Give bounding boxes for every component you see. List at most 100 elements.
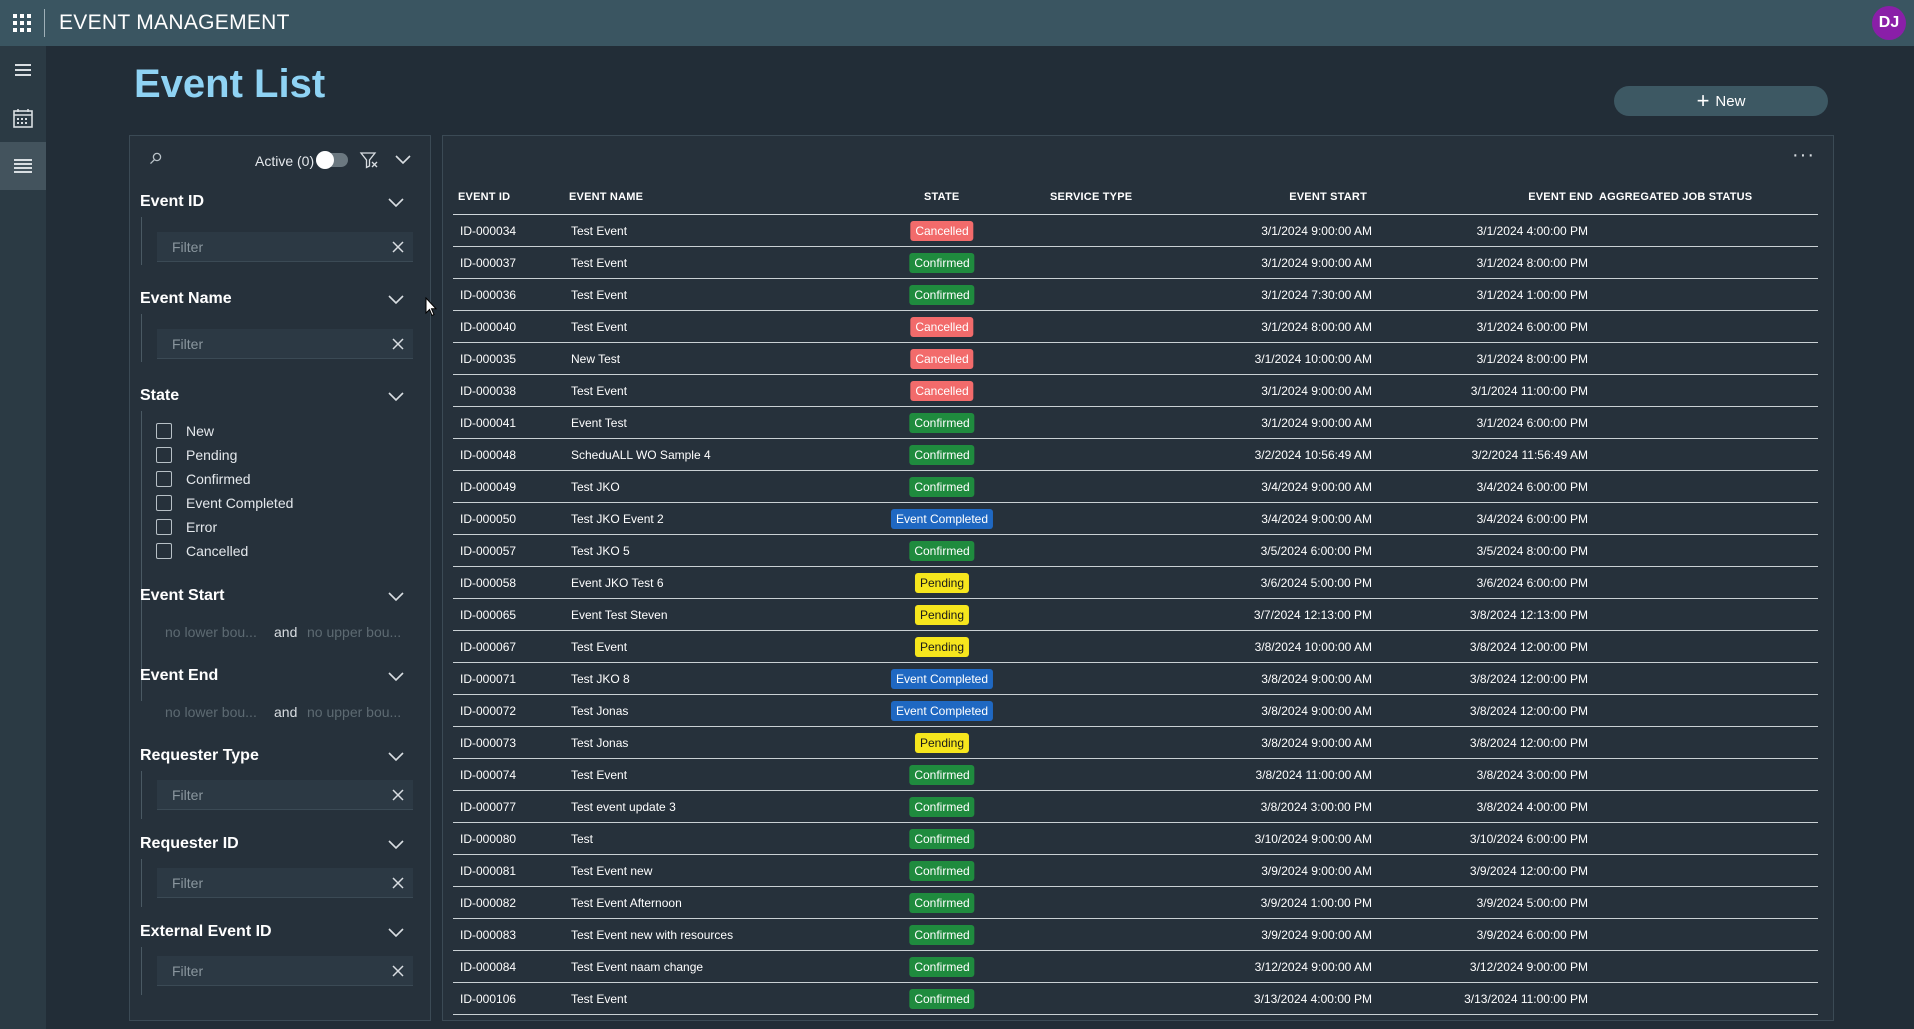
table-row[interactable]: ID-000038 Test Event Cancelled 3/1/2024 9:0… (453, 375, 1818, 407)
state-option-cancelled[interactable]: Cancelled (156, 541, 248, 561)
chevron-down-icon[interactable] (394, 152, 412, 166)
chevron-down-icon[interactable] (387, 197, 405, 209)
table-row[interactable]: ID-000035 New Test Cancelled 3/1/2024 10:00… (453, 343, 1818, 375)
checkbox[interactable] (156, 495, 172, 511)
cell-event-name: Test Event (571, 384, 628, 398)
table-row[interactable]: ID-000034 Test Event Cancelled 3/1/2024 9:0… (453, 215, 1818, 247)
table-row[interactable]: ID-000082 Test Event Afternoon Confirmed 3/… (453, 887, 1818, 919)
cell-event-end: 3/8/2024 12:00:00 PM (1469, 736, 1588, 750)
cell-event-end: 3/1/2024 8:00:00 PM (1476, 352, 1588, 366)
table-row[interactable]: ID-000058 Event JKO Test 6 Pending 3/6/2024… (453, 567, 1818, 599)
table-row[interactable]: ID-000071 Test JKO 8 Event Completed 3/8/20… (453, 663, 1818, 695)
clear-filter-icon[interactable] (359, 150, 379, 170)
requester-id-filter-input[interactable] (157, 868, 377, 898)
chevron-down-icon[interactable] (387, 751, 405, 763)
close-icon[interactable] (391, 876, 405, 890)
table-row[interactable]: ID-000074 Test Event Confirmed 3/8/2024 11:… (453, 759, 1818, 791)
table-row[interactable]: ID-000049 Test JKO Confirmed 3/4/2024 9:00:… (453, 471, 1818, 503)
cell-event-id: ID-000082 (460, 896, 517, 910)
table-row[interactable]: ID-000037 Test Event Confirmed 3/1/2024 9:0… (453, 247, 1818, 279)
table-row[interactable]: ID-000072 Test Jonas Event Completed 3/8/20… (453, 695, 1818, 727)
cell-event-id: ID-000074 (460, 768, 517, 782)
filter-section-event-start: Event Start (140, 587, 225, 604)
column-header-event-name[interactable]: EVENT NAME (569, 191, 644, 203)
chevron-down-icon[interactable] (387, 927, 405, 939)
cell-event-start: 3/1/2024 9:00:00 AM (1261, 224, 1372, 238)
event-name-filter-input[interactable] (157, 329, 377, 359)
close-icon[interactable] (391, 337, 405, 351)
checkbox[interactable] (156, 423, 172, 439)
chevron-down-icon[interactable] (387, 671, 405, 683)
table-row[interactable]: ID-000106 Test Event Confirmed 3/13/2024 4:… (453, 983, 1818, 1015)
external-event-id-filter-input[interactable] (157, 956, 377, 986)
menu-toggle-button[interactable] (0, 46, 46, 94)
cell-event-end: 3/10/2024 6:00:00 PM (1469, 832, 1588, 846)
chevron-down-icon[interactable] (387, 391, 405, 403)
checkbox[interactable] (156, 519, 172, 535)
table-row[interactable]: ID-000083 Test Event new with resources Co… (453, 919, 1818, 951)
requester-type-filter-input[interactable] (157, 780, 377, 810)
table-row[interactable]: ID-000080 Test Confirmed 3/10/2024 9:00:00 … (453, 823, 1818, 855)
app-title: EVENT MANAGEMENT (59, 11, 290, 34)
table-row[interactable]: ID-000040 Test Event Cancelled 3/1/2024 8:0… (453, 311, 1818, 343)
chevron-down-icon[interactable] (387, 839, 405, 851)
table-row[interactable]: ID-000048 ScheduALL WO Sample 4 Confirmed 3… (453, 439, 1818, 471)
new-event-button[interactable]: + New (1614, 86, 1828, 116)
cell-event-end: 3/6/2024 6:00:00 PM (1476, 576, 1588, 590)
event-end-lower-input[interactable]: no lower bou... (165, 704, 257, 720)
table-row[interactable]: ID-000081 Test Event new Confirmed 3/9/2024… (453, 855, 1818, 887)
status-badge: Pending (914, 573, 970, 593)
cell-event-id: ID-000084 (460, 960, 517, 974)
cell-event-end: 3/12/2024 9:00:00 PM (1469, 960, 1588, 974)
table-row[interactable]: ID-000073 Test Jonas Pending 3/8/2024 9:00:… (453, 727, 1818, 759)
checkbox[interactable] (156, 471, 172, 487)
state-option-new[interactable]: New (156, 421, 214, 441)
close-icon[interactable] (391, 788, 405, 802)
cell-event-end: 3/9/2024 12:00:00 PM (1469, 864, 1588, 878)
state-option-error[interactable]: Error (156, 517, 217, 537)
event-start-lower-input[interactable]: no lower bou... (165, 624, 257, 640)
column-header-event-start[interactable]: EVENT START (1289, 191, 1367, 203)
event-id-filter-input[interactable] (157, 232, 377, 262)
search-icon[interactable] (148, 151, 164, 167)
state-option-confirmed[interactable]: Confirmed (156, 469, 251, 489)
nav-event-list[interactable] (0, 142, 46, 190)
nav-calendar[interactable] (0, 94, 46, 142)
table-row[interactable]: ID-000084 Test Event naam change Confirmed… (453, 951, 1818, 983)
more-options-icon[interactable]: ··· (1792, 144, 1815, 166)
column-header-state[interactable]: STATE (924, 191, 960, 203)
close-icon[interactable] (391, 964, 405, 978)
table-row[interactable]: ID-000077 Test event update 3 Confirmed 3/8… (453, 791, 1818, 823)
event-end-upper-input[interactable]: no upper bou... (307, 704, 402, 720)
avatar[interactable]: DJ (1872, 6, 1906, 40)
checkbox[interactable] (156, 447, 172, 463)
cell-event-end: 3/1/2024 6:00:00 PM (1476, 320, 1588, 334)
cell-event-id: ID-000037 (460, 256, 517, 270)
event-start-upper-input[interactable]: no upper bou... (307, 624, 402, 640)
table-row[interactable]: ID-000057 Test JKO 5 Confirmed 3/5/2024 6:0… (453, 535, 1818, 567)
column-header-event-id[interactable]: EVENT ID (458, 191, 511, 203)
table-row[interactable]: ID-000067 Test Event Pending 3/8/2024 10:00… (453, 631, 1818, 663)
cell-event-end: 3/1/2024 6:00:00 PM (1476, 416, 1588, 430)
cell-event-start: 3/13/2024 4:00:00 PM (1253, 992, 1372, 1006)
close-icon[interactable] (391, 240, 405, 254)
table-row[interactable]: ID-000041 Event Test Confirmed 3/1/2024 9:0… (453, 407, 1818, 439)
checkbox[interactable] (156, 543, 172, 559)
chevron-down-icon[interactable] (387, 294, 405, 306)
table-row[interactable]: ID-000050 Test JKO Event 2 Event Completed… (453, 503, 1818, 535)
state-option-event-completed[interactable]: Event Completed (156, 493, 293, 513)
app-launcher-button[interactable] (0, 0, 44, 46)
state-option-pending[interactable]: Pending (156, 445, 237, 465)
active-filters-toggle[interactable] (316, 151, 348, 169)
hamburger-icon (15, 61, 31, 79)
column-header-service-type[interactable]: SERVICE TYPE (1050, 191, 1133, 203)
status-badge: Cancelled (910, 221, 974, 241)
chevron-down-icon[interactable] (387, 591, 405, 603)
cell-event-end: 3/9/2024 6:00:00 PM (1476, 928, 1588, 942)
column-header-event-end[interactable]: EVENT END (1528, 191, 1593, 203)
column-header-aggregated-job-status[interactable]: AGGREGATED JOB STATUS (1599, 191, 1753, 203)
cell-event-id: ID-000041 (460, 416, 517, 430)
table-row[interactable]: ID-000036 Test Event Confirmed 3/1/2024 7:3… (453, 279, 1818, 311)
table-row[interactable]: ID-000065 Event Test Steven Pending 3/7/202… (453, 599, 1818, 631)
calendar-icon (13, 109, 33, 128)
